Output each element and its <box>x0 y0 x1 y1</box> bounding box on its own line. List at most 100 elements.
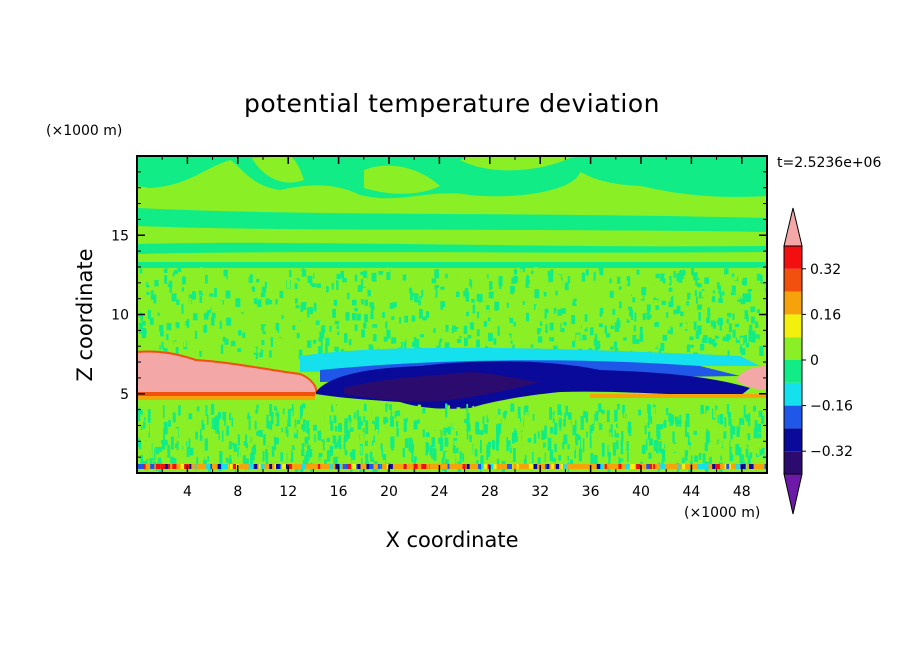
surface-noise-cell <box>526 464 531 469</box>
noise-cell <box>594 420 598 426</box>
noise-cell <box>412 284 417 293</box>
noise-cell <box>408 283 414 288</box>
noise-cell <box>191 423 195 434</box>
noise-cell <box>613 448 617 456</box>
noise-cell <box>192 444 195 458</box>
noise-cell <box>313 302 317 312</box>
noise-cell <box>628 295 633 306</box>
surface-noise-cell <box>478 464 481 469</box>
noise-cell <box>655 273 660 279</box>
noise-cell <box>612 308 616 315</box>
noise-cell <box>716 443 720 452</box>
noise-cell <box>276 347 279 352</box>
noise-cell <box>666 312 669 319</box>
noise-cell <box>348 437 352 442</box>
noise-cell <box>323 294 328 303</box>
noise-cell <box>470 302 475 309</box>
noise-cell <box>315 456 318 469</box>
surface-noise-cell <box>433 464 439 469</box>
noise-cell <box>599 313 603 317</box>
noise-cell <box>468 290 473 301</box>
noise-cell <box>523 430 526 442</box>
noise-cell <box>521 417 524 431</box>
noise-cell <box>254 420 257 430</box>
noise-cell <box>654 299 658 306</box>
noise-cell <box>357 337 363 348</box>
noise-cell <box>296 329 300 339</box>
noise-cell <box>300 431 303 445</box>
noise-cell <box>417 271 422 278</box>
noise-cell <box>647 404 651 419</box>
noise-cell <box>554 443 557 453</box>
noise-cell <box>402 447 406 458</box>
noise-cell <box>517 422 521 437</box>
noise-cell <box>223 269 228 280</box>
noise-cell <box>205 274 208 284</box>
surface-noise-cell <box>586 464 592 469</box>
noise-cell <box>592 457 595 463</box>
noise-cell <box>507 440 511 447</box>
noise-cell <box>497 408 501 415</box>
noise-cell <box>173 270 179 275</box>
noise-cell <box>147 446 150 459</box>
noise-cell <box>562 441 565 450</box>
noise-cell <box>216 429 219 442</box>
noise-cell <box>571 272 576 280</box>
noise-cell <box>199 295 203 303</box>
warm-stripe-right <box>590 394 767 398</box>
noise-cell <box>745 448 749 458</box>
noise-cell <box>165 460 168 465</box>
noise-cell <box>594 334 598 343</box>
noise-cell <box>684 421 687 434</box>
noise-cell <box>698 312 701 321</box>
noise-cell <box>401 425 404 434</box>
noise-cell <box>567 276 571 283</box>
noise-cell <box>438 437 440 445</box>
surface-noise-cell <box>386 464 389 469</box>
noise-cell <box>504 419 509 432</box>
noise-cell <box>385 403 388 413</box>
noise-cell <box>280 270 284 274</box>
noise-cell <box>265 329 268 335</box>
noise-cell <box>618 457 621 464</box>
noise-cell <box>200 340 206 350</box>
noise-cell <box>529 293 534 297</box>
noise-cell <box>239 437 244 451</box>
noise-cell <box>225 457 229 463</box>
noise-cell <box>209 441 212 455</box>
noise-cell <box>626 276 631 287</box>
noise-cell <box>408 287 412 294</box>
noise-cell <box>420 460 424 466</box>
surface-noise-cell <box>339 464 342 469</box>
noise-cell <box>747 288 753 293</box>
noise-cell <box>418 299 421 306</box>
noise-cell <box>727 412 732 425</box>
noise-cell <box>686 344 691 353</box>
noise-cell <box>598 267 602 272</box>
noise-cell <box>251 315 256 325</box>
noise-cell <box>224 338 229 345</box>
noise-cell <box>433 328 436 333</box>
noise-cell <box>684 284 689 288</box>
noise-cell <box>731 448 736 455</box>
noise-cell <box>704 442 708 452</box>
noise-cell <box>552 411 555 423</box>
noise-cell <box>728 275 733 283</box>
noise-cell <box>308 295 314 300</box>
noise-cell <box>487 332 493 342</box>
noise-cell <box>730 292 736 296</box>
noise-cell <box>716 345 719 355</box>
noise-cell <box>448 415 451 427</box>
noise-cell <box>161 441 166 450</box>
noise-cell <box>383 291 388 297</box>
noise-cell <box>140 312 143 321</box>
noise-cell <box>445 273 448 279</box>
noise-cell <box>494 301 500 311</box>
noise-cell <box>688 344 694 348</box>
noise-cell <box>451 328 454 334</box>
noise-cell <box>418 289 423 296</box>
surface-noise-cell <box>163 464 168 469</box>
noise-cell <box>632 440 636 446</box>
surface-noise-cell <box>377 464 381 469</box>
noise-cell <box>444 310 450 316</box>
